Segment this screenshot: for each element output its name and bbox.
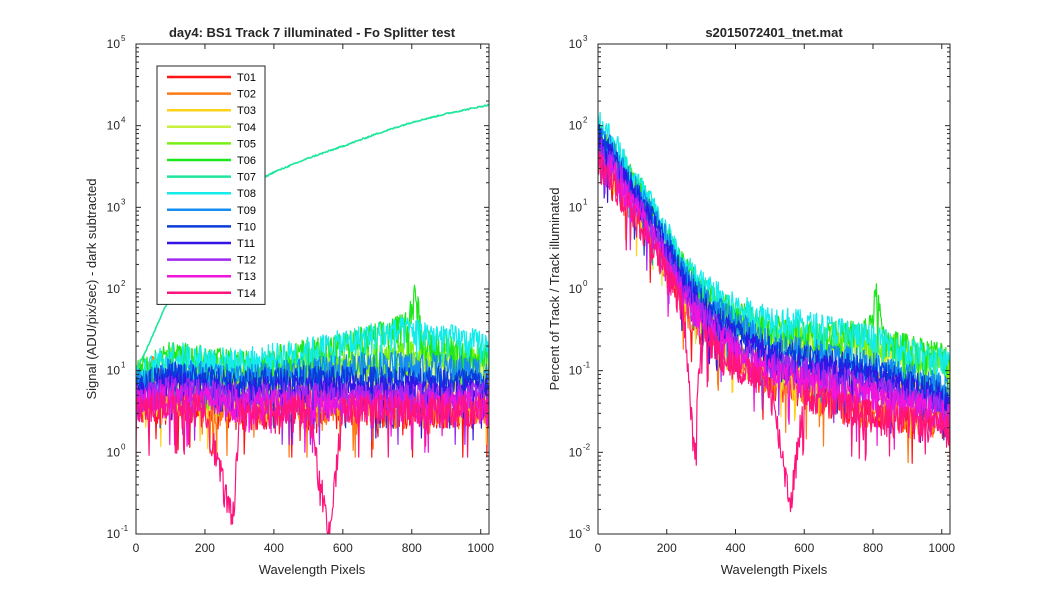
y-tick-exponent: -3: [583, 524, 591, 533]
x-tick-label: 0: [595, 541, 602, 555]
y-tick-exponent: 2: [583, 116, 588, 125]
x-tick-label: 0: [133, 541, 140, 555]
y-tick-exponent: 2: [121, 279, 126, 288]
y-tick-label: 10: [569, 119, 583, 133]
left-x-axis-label: Wavelength Pixels: [259, 562, 366, 577]
y-tick-label: 10: [107, 527, 121, 541]
legend-label-t09: T09: [237, 205, 256, 217]
right-x-axis-label: Wavelength Pixels: [721, 562, 828, 577]
y-tick-label: 10: [107, 37, 121, 51]
y-tick-label: 10: [569, 527, 583, 541]
y-tick-label: 10: [107, 364, 121, 378]
x-tick-label: 400: [725, 541, 745, 555]
series-line-t08: [598, 111, 950, 400]
x-tick-label: 400: [264, 541, 284, 555]
x-tick-label: 600: [333, 541, 353, 555]
y-tick-exponent: -1: [121, 524, 129, 533]
legend-label-t11: T11: [237, 238, 255, 250]
series-line-t13: [598, 154, 950, 450]
left-plot-lines: [136, 103, 489, 534]
legend-label-t02: T02: [237, 89, 256, 101]
series-line-t08: [136, 317, 489, 410]
right-chart-title: s2015072401_tnet.mat: [705, 25, 843, 40]
y-tick-exponent: 1: [583, 197, 588, 206]
y-tick-label: 10: [107, 282, 121, 296]
y-tick-exponent: 4: [121, 116, 126, 125]
y-tick-exponent: 0: [583, 279, 588, 288]
x-tick-label: 1000: [928, 541, 955, 555]
y-tick-exponent: 3: [583, 34, 588, 43]
y-tick-label: 10: [569, 37, 583, 51]
y-tick-label: 10: [107, 200, 121, 214]
legend-label-t13: T13: [237, 271, 256, 283]
x-tick-label: 800: [402, 541, 422, 555]
legend-label-t07: T07: [237, 172, 256, 184]
y-tick-exponent: 5: [121, 34, 126, 43]
right-plot-lines: [598, 111, 950, 513]
y-tick-label: 10: [569, 445, 583, 459]
legend-label-t06: T06: [237, 155, 256, 167]
right-plot-area: [598, 44, 950, 534]
legend-label-t03: T03: [237, 105, 256, 117]
left-y-axis-label: Signal (ADU/pix/sec) - dark subtracted: [84, 178, 99, 399]
legend-label-t12: T12: [237, 255, 256, 267]
legend-label-t05: T05: [237, 138, 256, 150]
y-tick-exponent: 3: [121, 197, 126, 206]
legend-label-t01: T01: [237, 72, 256, 84]
y-tick-exponent: 1: [121, 361, 126, 370]
x-tick-label: 600: [794, 541, 814, 555]
x-tick-label: 200: [657, 541, 677, 555]
x-tick-label: 1000: [467, 541, 494, 555]
legend-box: [156, 65, 266, 305]
x-tick-label: 200: [195, 541, 215, 555]
legend-label-t14: T14: [237, 288, 256, 300]
y-tick-label: 10: [107, 119, 121, 133]
y-tick-label: 10: [569, 364, 583, 378]
left-chart-title: day4: BS1 Track 7 illuminated - Fo Split…: [169, 25, 456, 40]
legend-label-t04: T04: [237, 122, 256, 134]
series-line-t11: [136, 371, 489, 441]
series-line-t14: [598, 151, 950, 513]
y-tick-exponent: 0: [121, 442, 126, 451]
right-y-axis-label: Percent of Track / Track illuminated: [547, 187, 562, 390]
series-line-t14: [136, 390, 489, 534]
legend-label-t10: T10: [237, 221, 256, 233]
y-tick-label: 10: [107, 445, 121, 459]
y-tick-label: 10: [569, 282, 583, 296]
y-tick-exponent: -1: [583, 361, 591, 370]
legend: T01 T02 T03 T04 T05 T06 T07 T08 T09 T10 T11 T12 T13 T…: [156, 65, 266, 305]
legend-label-t08: T08: [237, 188, 256, 200]
x-tick-label: 800: [863, 541, 883, 555]
y-tick-exponent: -2: [583, 442, 591, 451]
y-tick-label: 10: [569, 200, 583, 214]
